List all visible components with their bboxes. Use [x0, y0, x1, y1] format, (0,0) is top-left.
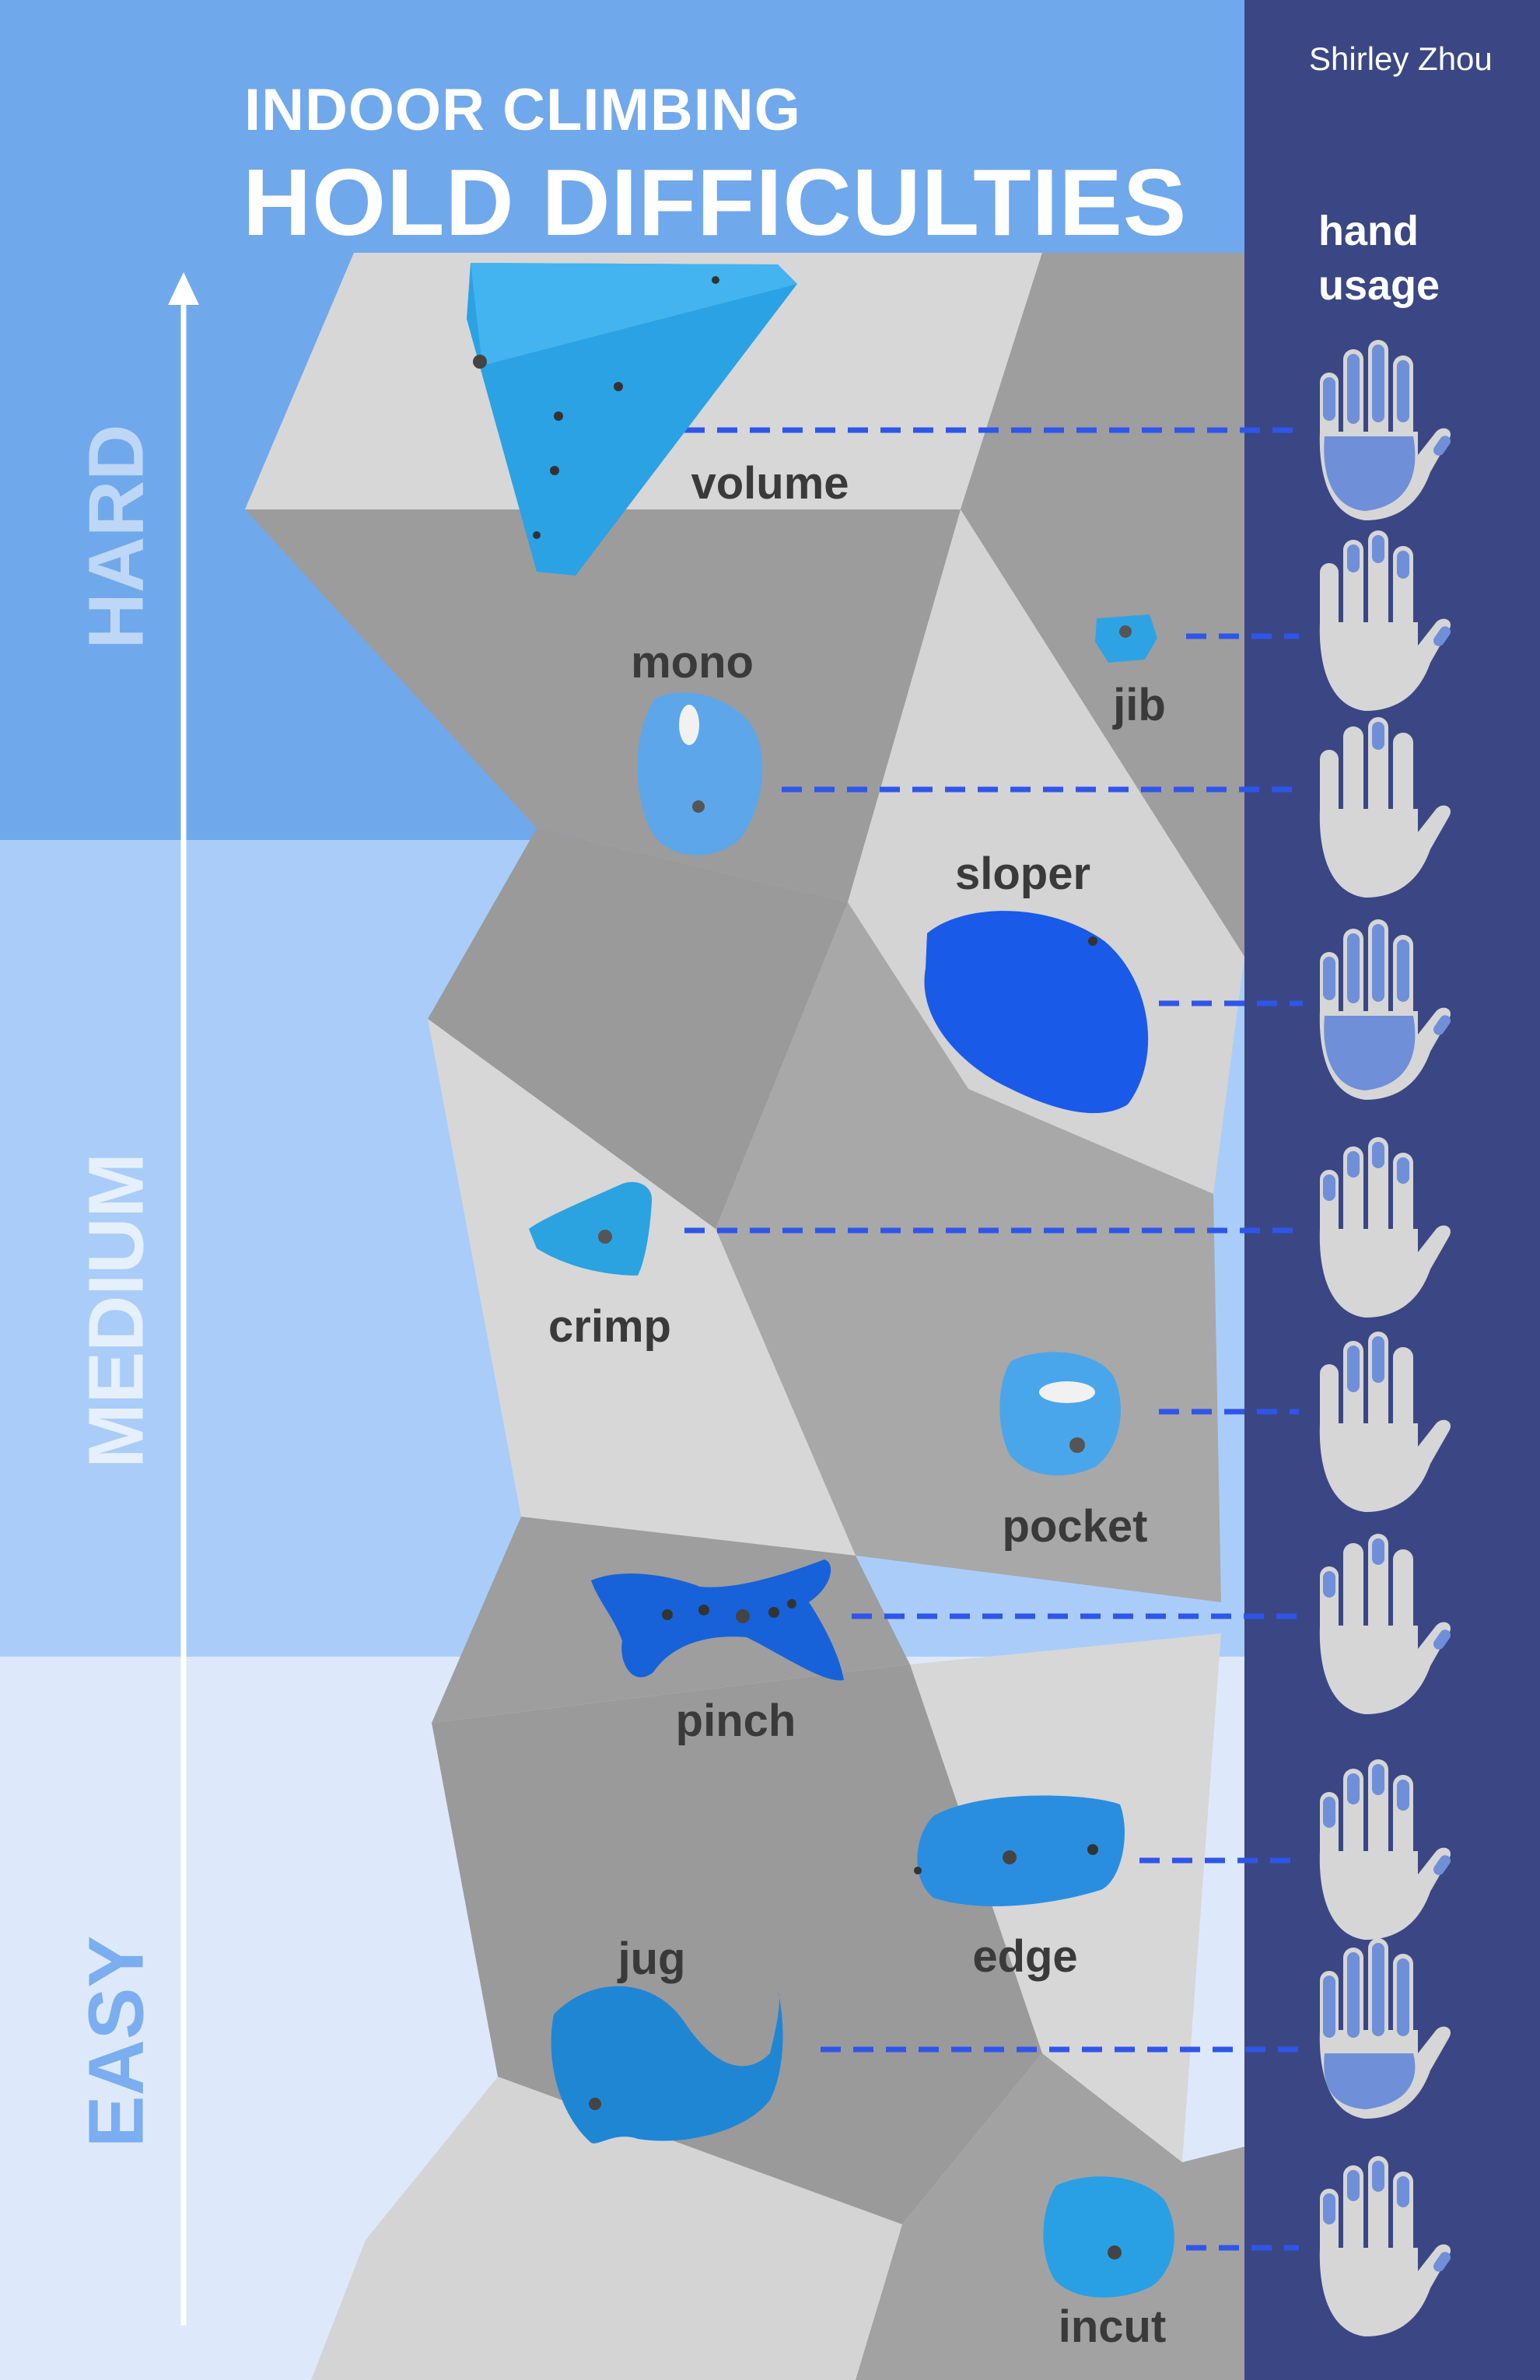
crimp-hold	[529, 1181, 653, 1276]
incut-label: incut	[1059, 2301, 1167, 2352]
sloper-hold	[924, 911, 1149, 1114]
hand-icon-volume	[1319, 340, 1451, 520]
sloper-label: sloper	[955, 849, 1090, 899]
author-credit: Shirley Zhou	[1309, 40, 1493, 77]
hand-icons	[1319, 340, 1451, 2336]
hand-icon-sloper	[1319, 919, 1451, 1100]
hand-icon-crimp	[1319, 1137, 1451, 1318]
level-easy-label: EASY	[72, 1935, 160, 2148]
pinch-label: pinch	[676, 1696, 796, 1746]
hand-icon-jib	[1319, 530, 1451, 711]
edge-label: edge	[972, 1931, 1077, 1982]
connector-lines	[684, 427, 1307, 2251]
hand-usage-heading: hand usage	[1318, 204, 1440, 313]
title-line-2: HOLD DIFFICULTIES	[243, 149, 1188, 255]
pinch-hold	[591, 1559, 844, 1681]
edge-hold	[914, 1795, 1125, 1906]
mono-label: mono	[631, 637, 754, 688]
difficulty-arrow	[168, 272, 199, 2326]
volume-label: volume	[691, 458, 849, 509]
title-line-1: INDOOR CLIMBING	[244, 77, 801, 143]
mono-hold	[637, 692, 763, 856]
hand-icon-mono	[1319, 717, 1451, 898]
hold-labels: volume jib mono sloper crimp pocket pinc…	[548, 458, 1166, 2352]
hand-icon-pinch	[1319, 1534, 1451, 1714]
level-hard-label: HARD	[72, 424, 160, 649]
hand-icon-pocket	[1319, 1332, 1451, 1512]
hand-usage-panel	[1244, 0, 1540, 2380]
pocket-label: pocket	[1003, 1501, 1148, 1552]
jug-hold	[551, 1986, 783, 2144]
volume-hold	[467, 263, 797, 576]
wall	[245, 253, 1244, 2380]
jib-label: jib	[1112, 680, 1166, 730]
jug-label: jug	[618, 1934, 686, 1984]
hand-icon-jug	[1319, 1938, 1451, 2119]
level-medium-label: MEDIUM	[72, 1153, 160, 1468]
hand-usage-heading-line-1: hand	[1318, 208, 1419, 254]
crimp-label: crimp	[548, 1301, 671, 1352]
incut-hold	[1043, 2176, 1174, 2298]
hand-usage-heading-line-2: usage	[1318, 262, 1440, 309]
hand-icon-incut	[1319, 2156, 1451, 2336]
hand-icon-edge	[1319, 1759, 1451, 1940]
pocket-hold	[999, 1352, 1121, 1475]
jib-hold	[1095, 614, 1157, 663]
